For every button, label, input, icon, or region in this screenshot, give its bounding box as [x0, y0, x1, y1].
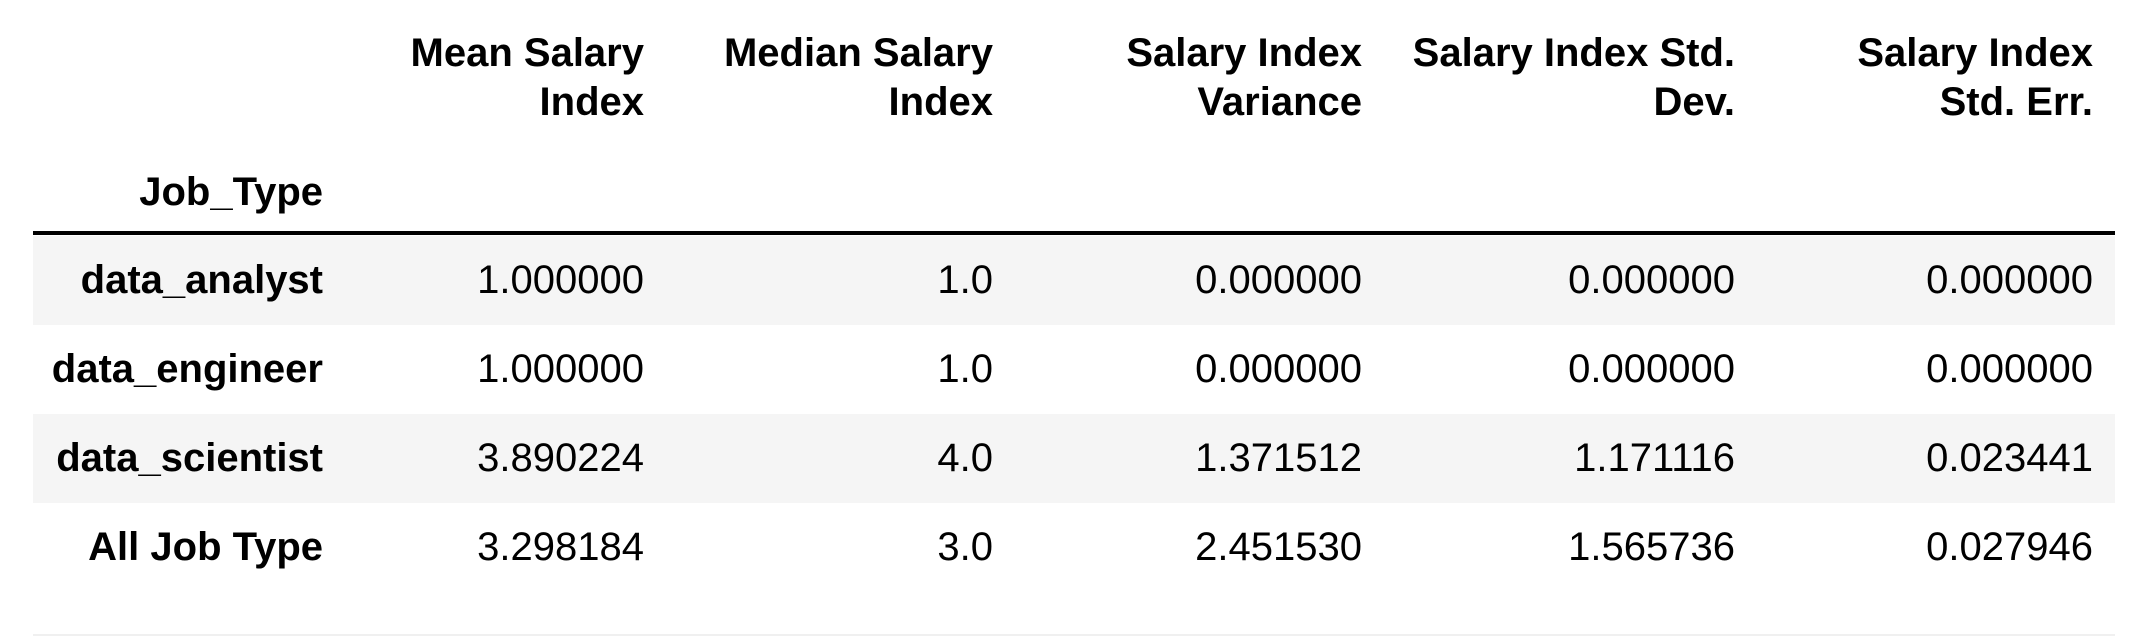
table-cell: 1.000000 — [477, 258, 644, 302]
column-header-line: Salary Index Std. — [1412, 31, 1735, 75]
row-index-label: data_analyst — [80, 258, 323, 302]
table-row: data_analyst 1.000000 1.0 0.000000 0.000… — [33, 236, 2115, 325]
table-cell: 0.000000 — [1195, 347, 1362, 391]
table-cell: 3.298184 — [477, 525, 644, 569]
column-header-line: Dev. — [1653, 80, 1735, 124]
column-header-line: Variance — [1197, 80, 1362, 124]
row-index-label: data_scientist — [56, 436, 323, 480]
table-cell: 3.0 — [937, 525, 993, 569]
column-header-line: Mean Salary — [410, 31, 644, 75]
row-index-label: All Job Type — [88, 525, 323, 569]
table-cell: 0.000000 — [1568, 347, 1735, 391]
table-cell: 0.000000 — [1568, 258, 1735, 302]
table-bottom-edge — [33, 634, 2115, 636]
header-rule — [33, 231, 2115, 235]
column-header-mean-salary-index: Mean Salary Index — [411, 29, 644, 127]
column-header-line: Salary Index — [1857, 31, 2093, 75]
column-header-line: Salary Index — [1126, 31, 1362, 75]
row-index-label: data_engineer — [51, 347, 323, 391]
table-cell: 1.000000 — [477, 347, 644, 391]
column-header-line: Index — [539, 80, 644, 124]
table-cell: 0.000000 — [1926, 258, 2093, 302]
column-header-line: Std. Err. — [1939, 80, 2093, 124]
table-cell: 2.451530 — [1195, 525, 1362, 569]
table-cell: 4.0 — [937, 436, 993, 480]
table-cell: 0.023441 — [1926, 436, 2093, 480]
index-name-header: Job_Type — [139, 170, 323, 214]
table-cell: 0.027946 — [1926, 525, 2093, 569]
table-cell: 1.171116 — [1574, 436, 1735, 480]
table-cell: 0.000000 — [1926, 347, 2093, 391]
column-header-line: Index — [888, 80, 993, 124]
table-row: data_engineer 1.000000 1.0 0.000000 0.00… — [33, 325, 2115, 414]
column-header-salary-index-std-dev: Salary Index Std. Dev. — [1413, 29, 1735, 127]
table-cell: 1.371512 — [1195, 436, 1362, 480]
table-cell: 3.890224 — [477, 436, 644, 480]
table-cell: 1.0 — [937, 258, 993, 302]
column-header-salary-index-std-err: Salary Index Std. Err. — [1857, 29, 2093, 127]
table-cell: 0.000000 — [1195, 258, 1362, 302]
column-header-median-salary-index: Median Salary Index — [724, 29, 993, 127]
table-row: All Job Type 3.298184 3.0 2.451530 1.565… — [33, 503, 2115, 592]
table-cell: 1.565736 — [1568, 525, 1735, 569]
column-header-line: Median Salary — [723, 31, 993, 75]
table-row: data_scientist 3.890224 4.0 1.371512 1.1… — [33, 414, 2115, 503]
table-cell: 1.0 — [937, 347, 993, 391]
column-header-salary-index-variance: Salary Index Variance — [1126, 29, 1362, 127]
